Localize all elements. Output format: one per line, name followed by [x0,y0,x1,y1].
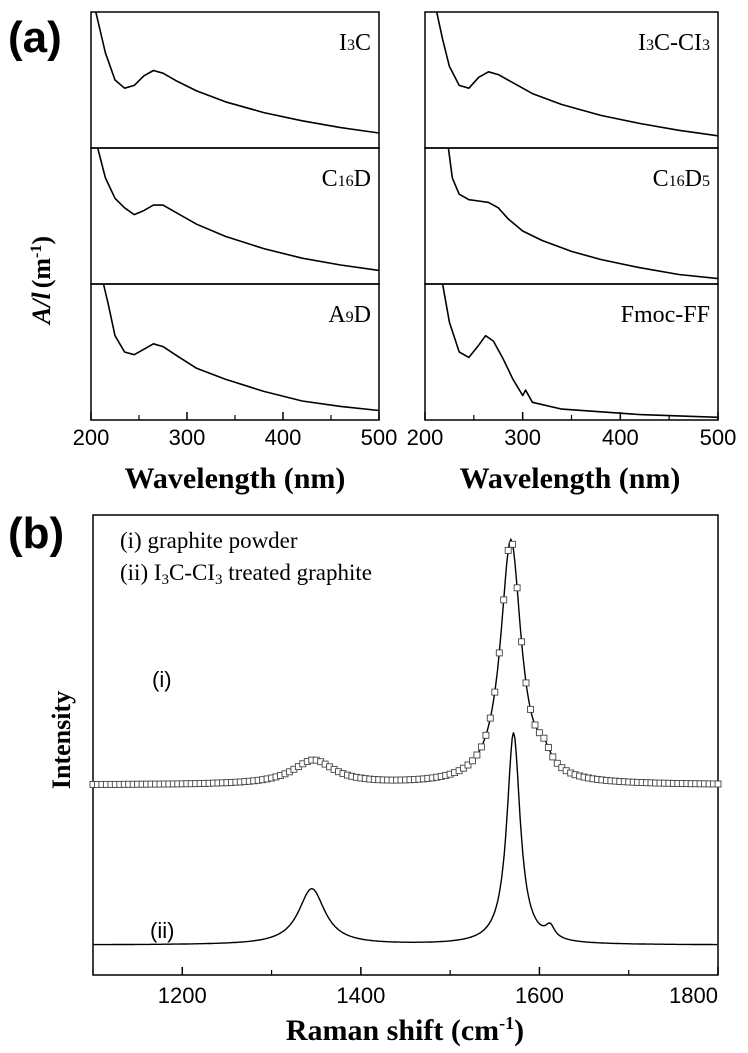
legend-entry-i: (i) graphite powder [120,528,298,553]
data-point [504,546,512,554]
x-tick-label: 1600 [515,983,564,1008]
series-line-fmoc-ff [441,283,719,419]
data-point [491,688,499,696]
x-tick-label: 200 [73,425,110,450]
data-point [714,780,722,788]
subplot-i3c-ci3: I3C-CI3 [424,11,719,149]
curve-label-i: (i) [152,667,172,692]
data-point [522,679,530,687]
data-point [513,584,521,592]
subplot-fmoc-ff: Fmoc-FF [424,283,719,421]
panel-b-label: (b) [8,509,64,558]
x-tick-label: 300 [504,425,541,450]
data-point [495,649,503,657]
x-tick-label: 300 [169,425,206,450]
subplot-frame [90,11,380,149]
data-point [531,721,539,729]
panel-a-ylabel: A/l(m-1) [27,236,56,326]
sample-label: Fmoc-FF [621,302,710,328]
series-line-i3c-ci3 [435,11,719,137]
x-tick-label: 500 [361,425,398,450]
sample-label: I3C [339,30,371,56]
sample-label: A9D [328,302,371,328]
panel-b-plot: 1200 1400 1600 1800 [89,514,722,1008]
data-point [544,744,552,751]
panel-a-label: (a) [8,13,62,62]
subplot-a9d: A9D [90,283,380,421]
x-tick-label: 400 [602,425,639,450]
panel-a-left-xlabel: Wavelength (nm) [125,462,346,495]
panel-a-right-xlabel: Wavelength (nm) [460,462,681,495]
panel-b-xlabel: Raman shift (cm-1) [286,1013,524,1047]
series-line-a9d [102,283,380,412]
data-point [486,714,494,722]
x-tick-label: 200 [407,425,444,450]
data-point [540,734,548,742]
subplot-i3c: I3C [90,11,380,149]
data-point [518,638,526,646]
sample-label: I3C-CI3 [638,30,710,56]
x-tick-label: 1400 [336,983,385,1008]
subplot-c16d: C16D [90,147,380,285]
data-point [500,596,508,604]
x-tick-label: 1200 [158,983,207,1008]
series-line [93,732,718,946]
x-tick-label: 1800 [669,983,718,1008]
panel-b-frame [92,514,719,976]
series-line-i3c [95,11,380,134]
panel-a-plots: I3C C16D A9D I3C-CI3 C16D5 Fmoc-FF 200 300 400 50… [73,11,737,450]
data-point [527,705,534,713]
data-point [469,757,476,765]
legend-entry-ii: (ii) I3C-CI3 treated graphite [120,560,372,588]
subplot-frame [424,147,719,285]
series-line-c16d [96,147,380,272]
panel-b-ylabel: Intensity [47,691,76,789]
data-point [477,743,485,751]
data-point [509,540,517,548]
x-tick-label: 500 [700,425,737,450]
series-i [89,537,722,788]
series-line-c16d5 [447,147,719,280]
sample-label: C16D [322,166,371,192]
x-tick-label: 400 [265,425,302,450]
data-point [473,751,481,759]
data-point [464,761,472,769]
data-point [535,729,543,737]
series-ii [93,732,718,946]
curve-label-ii: (ii) [150,918,174,943]
sample-label: C16D5 [653,166,710,192]
data-point [553,759,561,767]
data-point [549,753,557,761]
data-point [482,731,490,739]
subplot-c16d5: C16D5 [424,147,719,285]
